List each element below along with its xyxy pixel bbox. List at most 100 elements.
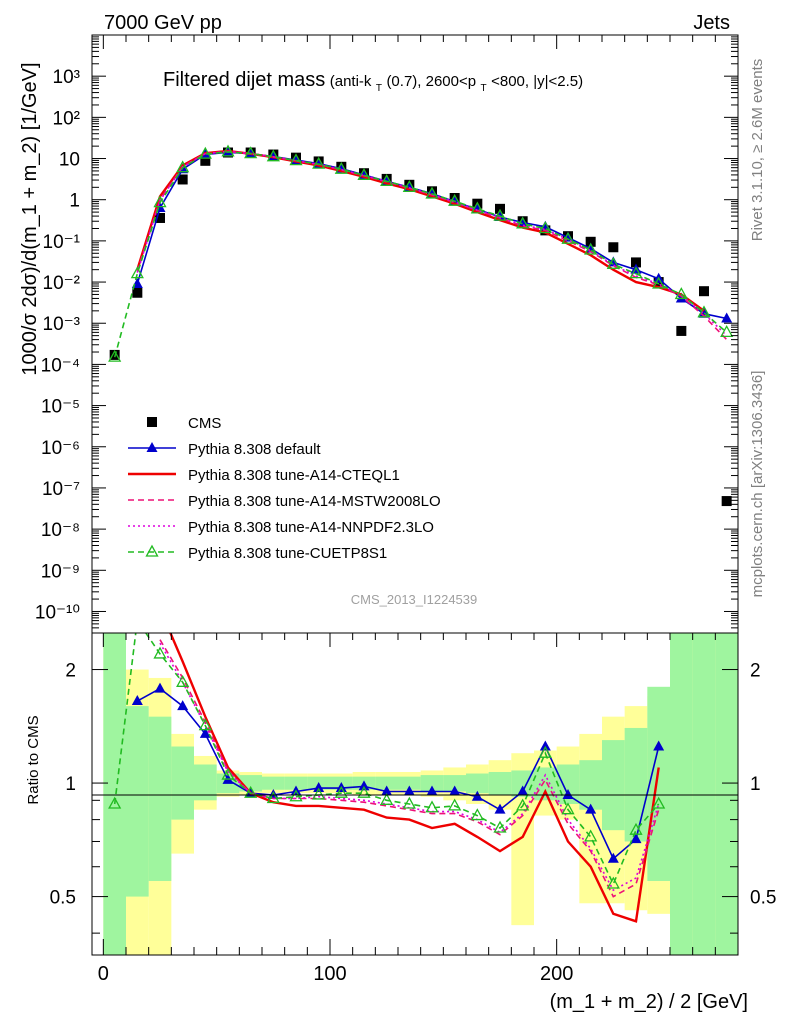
chart-title-suffix-1: (anti-k xyxy=(330,73,372,90)
main-point-cms xyxy=(721,496,732,507)
y-tick-label-ratio: 2 xyxy=(65,661,76,682)
ratio-point-cuetp8s1 xyxy=(652,796,666,809)
chart-title: Filtered dijet mass (anti-k T (0.7), 260… xyxy=(163,69,583,94)
main-point-cuetp8s1 xyxy=(334,161,348,174)
ratio-point-default xyxy=(562,788,574,799)
ratio-point-cuetp8s1 xyxy=(584,829,598,842)
ratio-point-cuetp8s1 xyxy=(470,808,484,821)
header-left: 7000 GeV pp xyxy=(104,12,222,34)
y-tick-label-ratio-right: 2 xyxy=(750,661,761,682)
band-inner-bin xyxy=(262,776,285,790)
legend: CMS Pythia 8.308 default Pythia 8.308 tune… xyxy=(128,415,441,562)
y-tick-label-main: 10⁻² xyxy=(43,273,81,294)
y-tick-label-main: 10² xyxy=(53,108,80,129)
ratio-point-cuetp8s1 xyxy=(357,785,371,798)
main-point-cuetp8s1 xyxy=(674,287,688,300)
main-line-mstw xyxy=(136,150,728,341)
band-inner-bin xyxy=(647,686,670,881)
ratio-point-default xyxy=(494,803,506,814)
main-point-cms xyxy=(200,155,211,166)
main-point-cuetp8s1 xyxy=(538,221,552,234)
ratio-point-cuetp8s1 xyxy=(176,674,190,687)
ratio-point-cuetp8s1 xyxy=(108,796,122,809)
y-tick-label-main: 1 xyxy=(69,191,80,212)
ratio-point-default xyxy=(607,852,619,863)
ratio-point-default xyxy=(381,785,393,796)
main-point-cuetp8s1 xyxy=(312,156,326,169)
main-point-cms xyxy=(699,286,709,297)
band-inner-bin xyxy=(602,740,625,831)
main-point-cms xyxy=(608,242,619,253)
band-inner-bin xyxy=(194,764,217,801)
ratio-point-cuetp8s1 xyxy=(538,745,552,758)
chart-title-suffix-2: T xyxy=(376,83,382,94)
band-inner-bin xyxy=(148,716,172,881)
y-tick-label-main: 10⁻⁵ xyxy=(41,397,80,418)
ratio-point-cuetp8s1 xyxy=(516,798,530,811)
main-line-nnpdf xyxy=(136,150,728,337)
main-point-cuetp8s1 xyxy=(266,149,280,162)
y-tick-label-main: 10⁻¹ xyxy=(43,232,81,253)
legend-label-cms: CMS xyxy=(188,415,221,432)
y-tick-label-main: 10⁻³ xyxy=(43,314,81,335)
ratio-point-default xyxy=(653,740,665,751)
ratio-point-default xyxy=(199,727,211,738)
main-line-default xyxy=(136,151,727,320)
ratio-point-cuetp8s1 xyxy=(132,614,143,624)
y-tick-label-main: 10⁻⁴ xyxy=(41,355,80,376)
x-tick-label: 100 xyxy=(313,963,346,985)
main-point-cuetp8s1 xyxy=(198,146,212,159)
main-point-cuetp8s1 xyxy=(493,208,507,221)
main-point-cms xyxy=(155,212,165,223)
y-tick-label-ratio: 1 xyxy=(65,774,76,795)
main-point-cuetp8s1 xyxy=(289,153,303,166)
ratio-point-cuetp8s1 xyxy=(606,876,620,889)
main-point-cuetp8s1 xyxy=(425,186,439,199)
band-inner-bin xyxy=(692,633,716,955)
chart-title-suffix-5: <800, |y|<2.5) xyxy=(491,73,583,90)
y-tick-label-main: 10³ xyxy=(53,67,80,88)
ratio-point-cuetp8s1 xyxy=(629,822,643,835)
ratio-point-cuetp8s1 xyxy=(334,785,348,798)
main-point-cuetp8s1 xyxy=(448,193,462,206)
ratio-point-cuetp8s1 xyxy=(198,718,212,731)
main-point-cms xyxy=(132,287,143,298)
band-inner-bin xyxy=(511,770,534,797)
watermark: CMS_2013_I1224539 xyxy=(351,592,478,607)
header-right: Jets xyxy=(693,12,730,34)
band-inner-bin xyxy=(103,633,126,955)
band-inner-bin xyxy=(375,776,398,790)
band-inner-bin xyxy=(398,776,421,790)
x-tick-label: 0 xyxy=(98,963,109,985)
band-inner-bin xyxy=(171,746,194,820)
y-tick-label-main: 10⁻¹⁰ xyxy=(35,602,80,623)
main-point-cms xyxy=(676,325,687,336)
main-point-cuetp8s1 xyxy=(244,146,258,159)
main-point-default xyxy=(721,312,733,323)
band-inner-bin xyxy=(443,775,466,792)
chart-title-suffix-4: T xyxy=(481,83,487,94)
ratio-point-cuetp8s1 xyxy=(493,820,507,833)
y-axis-label-ratio: Ratio to CMS xyxy=(25,715,42,804)
ratio-point-cuetp8s1 xyxy=(312,787,326,800)
ratio-point-default xyxy=(154,682,166,693)
x-axis-label: (m_1 + m_2) / 2 [GeV] xyxy=(550,991,748,1013)
band-inner-bin xyxy=(670,633,693,955)
ratio-point-cuetp8s1 xyxy=(221,767,235,780)
main-point-cuetp8s1 xyxy=(629,266,643,279)
ratio-point-default xyxy=(403,785,415,796)
main-point-cuetp8s1 xyxy=(402,179,416,192)
main-point-default xyxy=(675,292,687,303)
ratio-point-default xyxy=(177,700,189,711)
main-point-cuetp8s1 xyxy=(108,349,122,362)
main-point-cuetp8s1 xyxy=(380,173,394,186)
ratio-point-default xyxy=(517,785,529,796)
main-point-cuetp8s1 xyxy=(357,168,371,181)
ratio-bands xyxy=(103,633,738,955)
ratio-line-cuetp8s1 xyxy=(113,633,660,886)
band-outer-bin xyxy=(579,733,602,904)
legend-label-cuetp8s1: Pythia 8.308 tune-CUETP8S1 xyxy=(188,545,387,562)
band-inner-bin xyxy=(715,633,738,955)
mcplots-label: mcplots.cern.ch [arXiv:1306.3436] xyxy=(749,371,766,598)
